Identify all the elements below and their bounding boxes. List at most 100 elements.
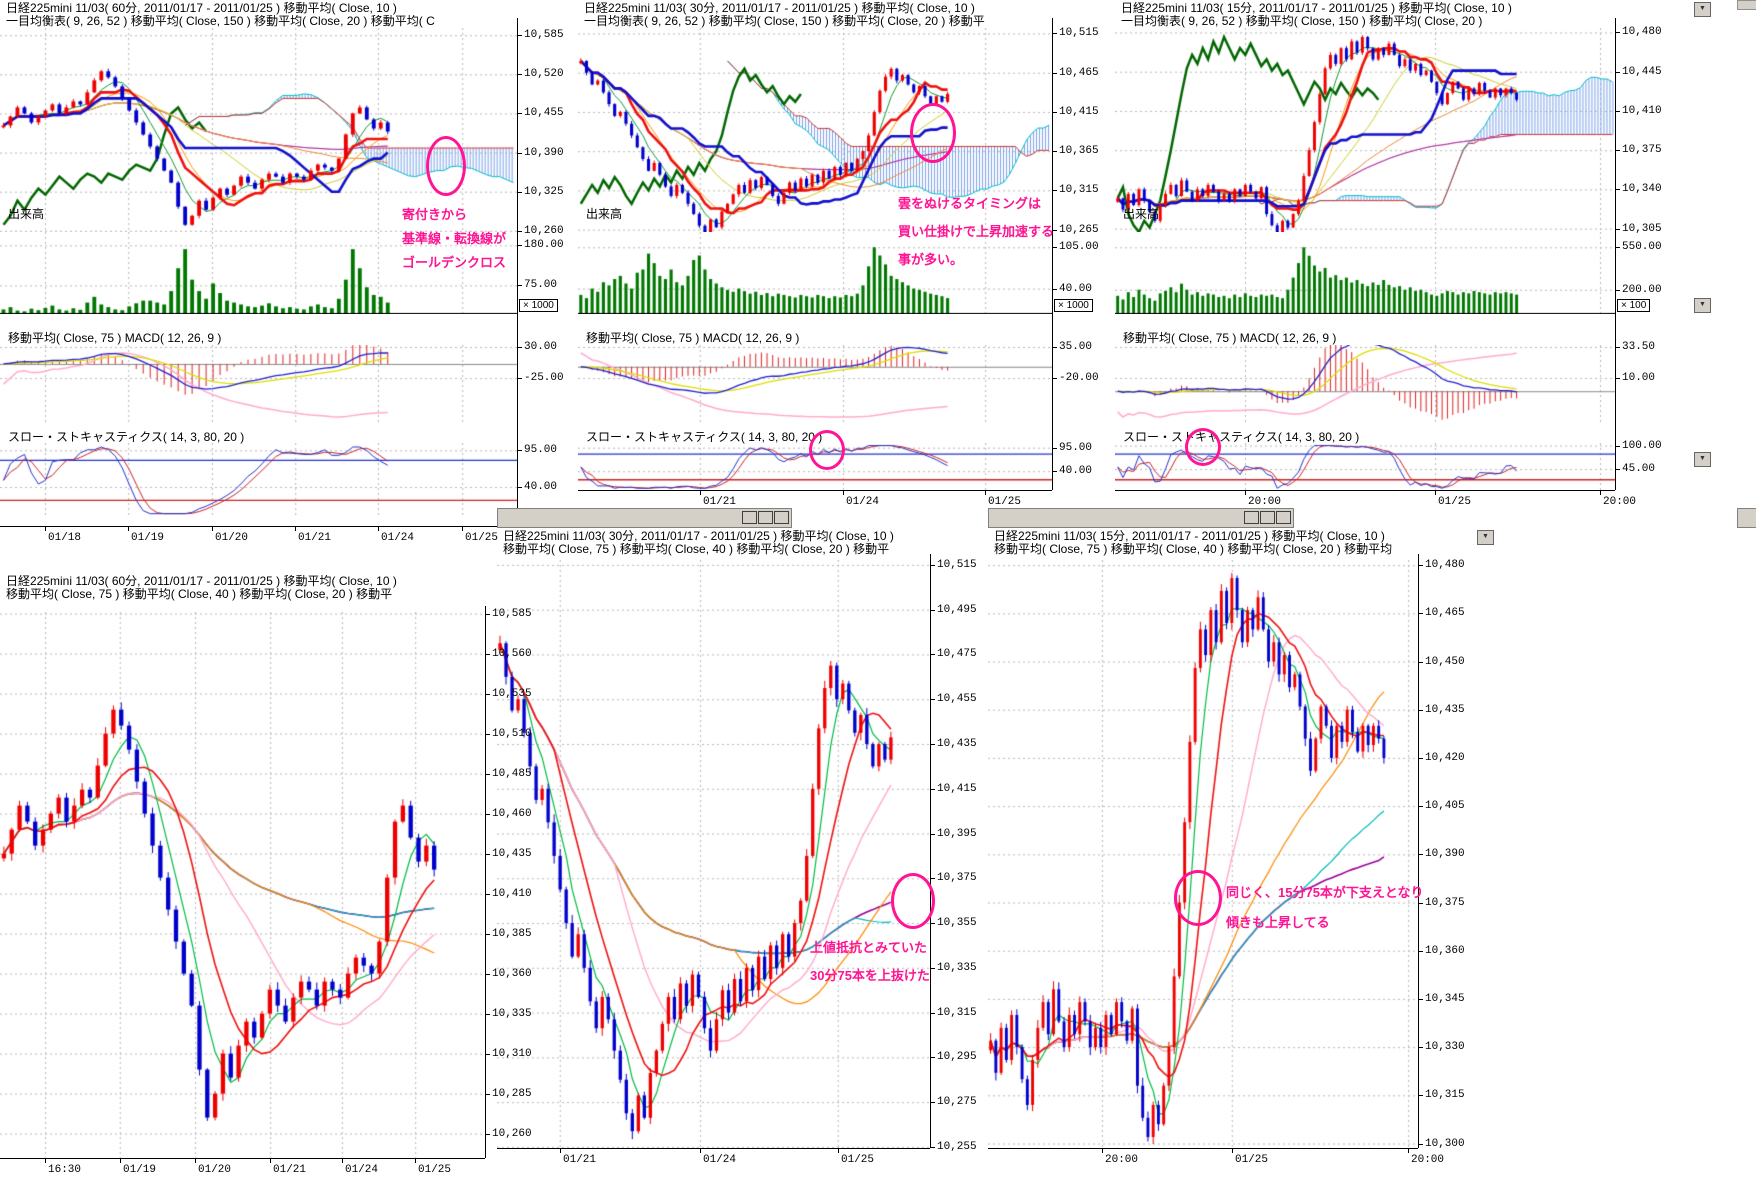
axis-tick	[1615, 446, 1620, 447]
macd-canvas[interactable]	[0, 345, 517, 425]
axis-tick	[517, 450, 522, 451]
axis-label: 10,260	[524, 225, 564, 237]
price-canvas[interactable]	[1115, 28, 1615, 232]
axis-tick	[1418, 758, 1423, 759]
chart-window-15min-ma: 日経225mini 11/03( 15分, 2011/01/17 - 2011/…	[988, 526, 1493, 1192]
x-axis-date: 01/20	[198, 1164, 232, 1176]
annotation-line: 上値抵抗とみていた	[810, 940, 928, 955]
price-canvas[interactable]	[988, 560, 1418, 1148]
axis-label: 35.00	[1059, 341, 1093, 353]
axis-label: 10,315	[1425, 1089, 1465, 1101]
axis-tick	[1615, 189, 1620, 190]
price-canvas[interactable]	[497, 560, 930, 1148]
volume-canvas[interactable]	[578, 232, 1052, 314]
pane-scroll-dropdown-icon[interactable]: ▼	[1694, 452, 1711, 467]
volume-canvas[interactable]	[1115, 232, 1615, 314]
axis-label: 10,480	[1622, 26, 1662, 38]
axis-tick	[1052, 378, 1057, 379]
axis-tick	[517, 347, 522, 348]
axis-tick	[1418, 662, 1423, 663]
annotation-line: 事が多い。	[898, 252, 964, 267]
chart-title-line2: 移動平均( Close, 75 ) 移動平均( Close, 40 ) 移動平均…	[6, 588, 393, 601]
price-canvas[interactable]	[0, 612, 485, 1158]
axis-label: 10,310	[492, 1048, 532, 1060]
axis-label: 10,260	[492, 1128, 532, 1140]
x-axis-tick	[45, 527, 46, 531]
x-axis-tick	[295, 527, 296, 531]
x-axis-tick	[270, 1159, 271, 1163]
x-axis-date: 01/25	[988, 496, 1022, 508]
axis-tick	[1418, 999, 1423, 1000]
price-canvas[interactable]	[578, 28, 1052, 232]
macd-canvas[interactable]	[1115, 345, 1615, 425]
x-axis-date: 20:00	[1105, 1154, 1139, 1166]
titlebar-button[interactable]	[1244, 511, 1259, 524]
volume-panel-label: 出来高	[8, 207, 45, 221]
axis-label: 10,585	[524, 29, 564, 41]
price-axis-line	[1418, 554, 1419, 1148]
axis-tick	[930, 968, 935, 969]
axis-label: 45.00	[1622, 463, 1656, 475]
macd-panel-label: 移動平均( Close, 75 ) MACD( 12, 26, 9 )	[1123, 331, 1337, 345]
titlebar-button[interactable]	[1260, 511, 1275, 524]
axis-label: 10,410	[492, 888, 532, 900]
x-axis-tick	[838, 1149, 839, 1153]
x-axis-date: 01/21	[563, 1154, 597, 1166]
annotation-line: 同じく、15分75本が下支えとなり	[1226, 885, 1424, 900]
chart-title-line1: 日経225mini 11/03( 60分, 2011/01/17 - 2011/…	[6, 2, 397, 15]
volume-canvas[interactable]	[0, 232, 517, 314]
axis-tick	[485, 734, 490, 735]
chart-title-line1: 日経225mini 11/03( 60分, 2011/01/17 - 2011/…	[6, 575, 397, 588]
chart-title-line2: 移動平均( Close, 75 ) 移動平均( Close, 40 ) 移動平均…	[994, 543, 1393, 556]
x-axis-date: 01/25	[841, 1154, 875, 1166]
background-window-titlebar[interactable]	[1737, 508, 1756, 528]
macd-canvas[interactable]	[578, 345, 1052, 425]
axis-tick	[485, 1014, 490, 1015]
annotation-circle	[809, 430, 845, 470]
axis-tick	[1418, 854, 1423, 855]
chart-title-line1: 日経225mini 11/03( 15分, 2011/01/17 - 2011/…	[994, 530, 1385, 543]
x-axis-date: 01/25	[1235, 1154, 1269, 1166]
axis-label: 30.00	[524, 341, 558, 353]
axis-label: 10,340	[1622, 183, 1662, 195]
pane-scroll-dropdown-icon[interactable]: ▼	[1694, 2, 1711, 17]
background-window-titlebar[interactable]	[497, 508, 792, 528]
pane-scroll-dropdown-icon[interactable]: ▼	[1477, 530, 1494, 545]
axis-tick	[1615, 347, 1620, 348]
axis-label: 10,435	[1425, 704, 1465, 716]
annotation-line: 基準線・転換線が	[402, 231, 507, 246]
x-axis-tick	[1408, 1149, 1409, 1153]
pane-scroll-dropdown-icon[interactable]: ▼	[1694, 298, 1711, 313]
axis-tick	[1418, 1047, 1423, 1048]
axis-tick	[1052, 471, 1057, 472]
background-window-titlebar[interactable]	[988, 508, 1294, 528]
axis-tick	[930, 1057, 935, 1058]
x-axis-date: 01/19	[123, 1164, 157, 1176]
axis-label: 10,330	[1425, 1041, 1465, 1053]
titlebar-button[interactable]	[1276, 511, 1291, 524]
titlebar-button[interactable]	[758, 511, 773, 524]
axis-tick	[930, 610, 935, 611]
x-axis-date: 01/21	[273, 1164, 307, 1176]
stoch-canvas[interactable]	[0, 443, 517, 515]
axis-label: 10,450	[1425, 656, 1465, 668]
x-axis: 20:00 01/25 20:00	[988, 1148, 1444, 1169]
axis-tick	[930, 923, 935, 924]
axis-tick	[485, 894, 490, 895]
price-axis-line	[485, 606, 486, 1158]
axis-tick	[930, 789, 935, 790]
axis-label: 10,375	[1622, 144, 1662, 156]
stoch-panel-label: スロー・ストキャスティクス( 14, 3, 80, 20 )	[1123, 430, 1360, 444]
x-axis-tick	[843, 491, 844, 495]
axis-label: 10,465	[1425, 607, 1465, 619]
axis-label: 10,515	[937, 559, 977, 571]
titlebar-button[interactable]	[742, 511, 757, 524]
axis-tick	[1615, 72, 1620, 73]
price-axis-line	[1052, 18, 1053, 490]
axis-tick	[485, 1094, 490, 1095]
x-axis-date: 01/18	[48, 532, 82, 544]
axis-label: 10,485	[492, 768, 532, 780]
price-canvas[interactable]	[0, 28, 517, 232]
titlebar-button[interactable]	[774, 511, 789, 524]
volume-panel-label: 出来高	[1123, 207, 1160, 221]
